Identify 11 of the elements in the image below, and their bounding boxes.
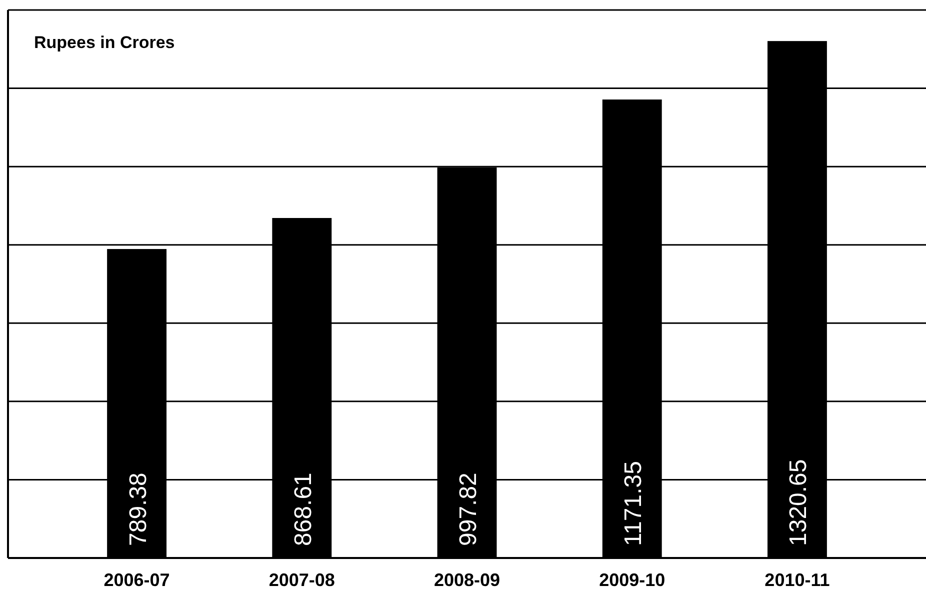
x-tick-label: 2007-08 (268, 570, 335, 590)
text: Rupees in Crores (34, 33, 175, 52)
data-label: 997.82 (455, 472, 482, 546)
data-label: 1171.35 (620, 461, 648, 546)
data-label: 1320.65 (785, 459, 812, 546)
x-tick-label: 2009-10 (599, 570, 666, 590)
data-label: 789.38 (124, 472, 152, 546)
x-tick-label: 2010-11 (764, 570, 830, 590)
x-tick-label: 2008-09 (434, 570, 500, 590)
x-tick-label: 2006-07 (104, 570, 170, 590)
data-label: 868.61 (290, 472, 317, 546)
